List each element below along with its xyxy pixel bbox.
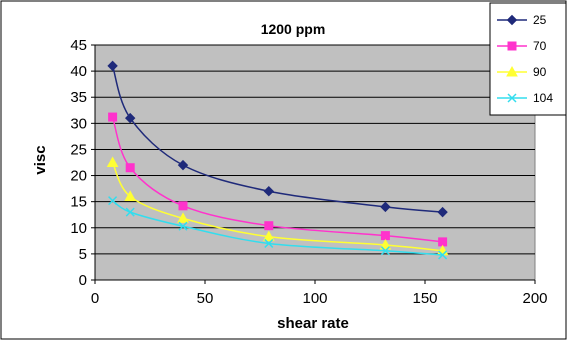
x-axis-title: shear rate [277,315,349,332]
legend-marker [508,42,516,50]
legend-label: 104 [533,91,553,105]
data-point-70 [109,113,117,121]
y-tick-label: 20 [70,168,87,185]
legend: 25 70 90 104 [490,3,566,115]
x-tick-label: 100 [302,290,327,307]
y-tick-label: 45 [70,37,87,54]
x-tick-label: 0 [91,290,99,307]
y-tick-label: 30 [70,115,87,132]
x-tick-label: 150 [412,290,437,307]
plot-area [95,45,535,280]
y-tick-label: 10 [70,220,87,237]
data-point-70 [439,238,447,246]
legend-label: 90 [533,65,547,79]
data-point-70 [179,202,187,210]
x-tick-label: 200 [522,290,547,307]
y-tick-label: 15 [70,194,87,211]
data-point-70 [381,232,389,240]
y-axis-title: visc [32,145,49,174]
data-point-70 [126,164,134,172]
y-tick-label: 40 [70,63,87,80]
chart-title: 1200 ppm [261,21,326,37]
y-tick-label: 35 [70,89,87,106]
x-tick-label: 50 [197,290,214,307]
y-tick-label: 25 [70,141,87,158]
legend-label: 70 [533,39,547,53]
data-point-70 [265,222,273,230]
y-tick-label: 5 [79,246,87,263]
y-tick-label: 0 [79,272,87,289]
legend-label: 25 [533,13,547,27]
